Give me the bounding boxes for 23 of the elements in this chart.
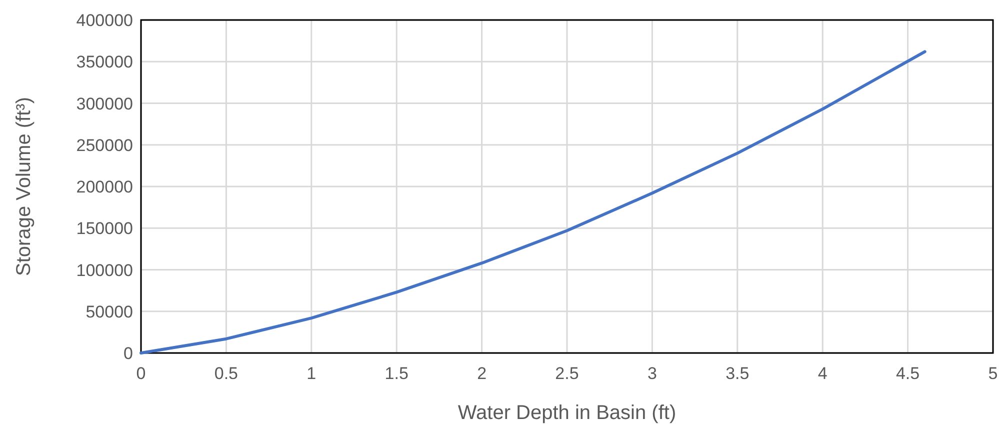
- line-series: [140, 50, 926, 354]
- y-tick-label: 400000: [76, 11, 133, 30]
- x-tick-label: 0: [136, 364, 146, 383]
- x-tick-label: 2: [477, 364, 487, 383]
- y-tick-label: 0: [124, 344, 133, 363]
- x-tick-label: 2.5: [555, 364, 579, 383]
- y-tick-label: 100000: [76, 260, 133, 280]
- y-tick-label: 150000: [76, 219, 133, 238]
- y-tick-label: 50000: [86, 302, 133, 322]
- x-tick-label: 1.5: [384, 364, 408, 383]
- x-tick-label: 3: [647, 364, 657, 383]
- y-tick-label: 350000: [76, 52, 133, 72]
- y-axis-title: Storage Volume (ft³): [13, 97, 35, 276]
- y-tick-label: 250000: [76, 136, 133, 155]
- x-tick-label: 3.5: [726, 364, 750, 383]
- x-tick-label: 5: [988, 364, 998, 383]
- x-tick-label: 4: [818, 364, 828, 383]
- y-tick-label: 200000: [76, 178, 133, 196]
- y-tick-label: 300000: [76, 94, 133, 114]
- x-tick-label: 1: [306, 364, 316, 383]
- x-tick-label: 0.5: [214, 364, 238, 383]
- x-tick-label: 4.5: [896, 364, 920, 383]
- x-axis-title: Water Depth in Basin (ft): [458, 402, 676, 424]
